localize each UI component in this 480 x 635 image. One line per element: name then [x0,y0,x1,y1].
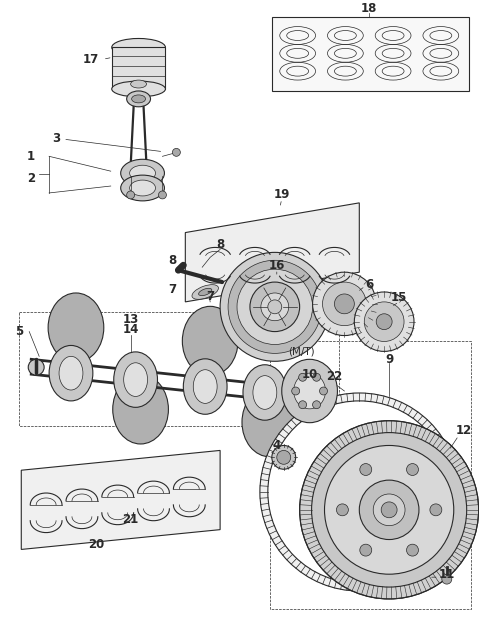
Text: 20: 20 [88,538,104,551]
Bar [112,48,166,89]
Circle shape [324,446,454,574]
Text: 3: 3 [52,132,60,145]
Ellipse shape [243,364,287,420]
Circle shape [320,387,327,395]
Ellipse shape [130,165,156,181]
Circle shape [376,314,392,330]
Ellipse shape [112,81,166,97]
Text: 1: 1 [27,150,35,163]
Circle shape [28,359,44,375]
Text: 19: 19 [274,189,290,201]
Text: 11: 11 [439,568,455,580]
Circle shape [237,269,312,344]
Circle shape [335,294,354,314]
Circle shape [300,421,479,599]
Text: (M/T): (M/T) [288,347,315,356]
Circle shape [360,464,372,476]
Ellipse shape [127,91,151,107]
Circle shape [354,292,414,351]
Circle shape [312,432,467,587]
Circle shape [268,401,451,583]
Text: 15: 15 [391,291,407,304]
Text: 2: 2 [27,171,35,185]
Circle shape [312,272,376,335]
Circle shape [292,387,300,395]
Ellipse shape [199,288,212,296]
Polygon shape [185,203,360,302]
Text: 5: 5 [15,325,24,338]
Circle shape [272,446,296,469]
Ellipse shape [182,306,238,376]
Ellipse shape [112,39,166,57]
Circle shape [407,464,419,476]
Ellipse shape [132,95,145,103]
Circle shape [127,191,134,199]
Text: 14: 14 [122,323,139,336]
Circle shape [373,494,405,526]
Circle shape [260,393,459,591]
Circle shape [299,373,307,381]
Circle shape [268,300,282,314]
Ellipse shape [120,175,165,201]
Circle shape [250,282,300,331]
Text: 8: 8 [168,254,177,267]
Ellipse shape [253,376,277,410]
Text: 8: 8 [216,238,224,251]
Ellipse shape [120,159,165,187]
Ellipse shape [294,373,325,409]
Text: 16: 16 [269,258,285,272]
Circle shape [172,149,180,156]
Text: 7: 7 [168,283,177,295]
Ellipse shape [114,352,157,407]
Ellipse shape [49,345,93,401]
Circle shape [312,401,321,409]
Circle shape [430,504,442,516]
Circle shape [360,544,372,556]
Circle shape [364,302,404,342]
Ellipse shape [113,375,168,444]
Ellipse shape [124,363,147,396]
Ellipse shape [282,359,337,423]
Circle shape [381,502,397,518]
Text: 4: 4 [273,439,281,452]
Text: 7: 7 [206,290,214,304]
Ellipse shape [131,80,146,88]
Circle shape [407,544,419,556]
Ellipse shape [130,180,156,196]
Text: 21: 21 [122,513,139,526]
Circle shape [442,574,452,584]
Circle shape [360,480,419,540]
Text: 12: 12 [456,424,472,437]
Text: 13: 13 [122,313,139,326]
Text: 18: 18 [361,3,377,15]
Circle shape [312,373,321,381]
Text: 6: 6 [365,277,373,291]
Circle shape [261,293,288,321]
Circle shape [220,252,329,361]
Circle shape [158,191,167,199]
Circle shape [336,504,348,516]
Text: 17: 17 [83,53,99,66]
Circle shape [323,282,366,326]
Ellipse shape [193,370,217,403]
Ellipse shape [242,387,298,457]
Text: 9: 9 [385,353,393,366]
Ellipse shape [59,356,83,390]
Text: 22: 22 [326,370,343,383]
Polygon shape [21,450,220,549]
Circle shape [299,401,307,409]
Ellipse shape [192,284,218,299]
Text: 10: 10 [301,368,318,380]
Circle shape [228,260,322,353]
Ellipse shape [48,293,104,363]
Ellipse shape [183,359,227,414]
Bar [272,17,468,91]
Circle shape [277,450,291,464]
